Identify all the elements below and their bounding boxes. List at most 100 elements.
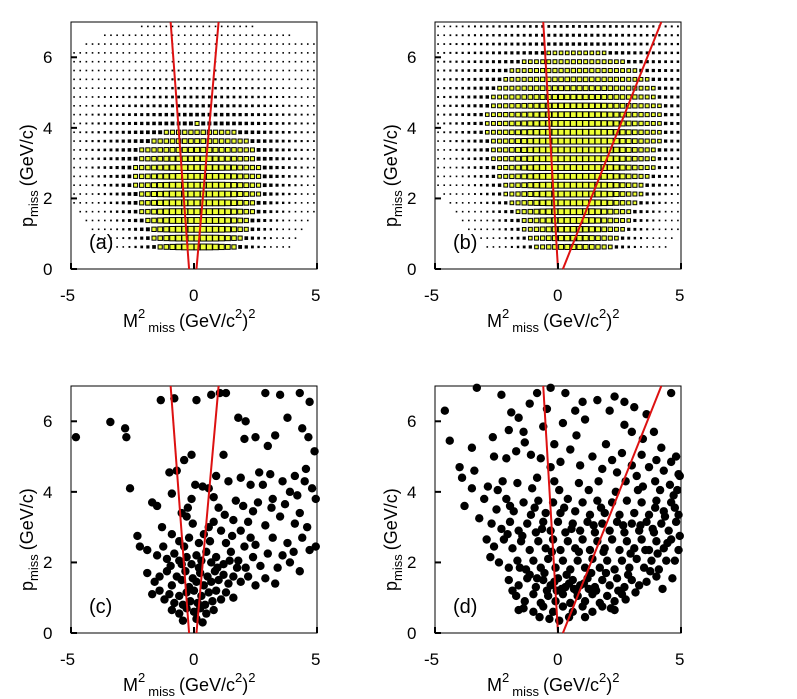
panel-a-bin [190, 60, 192, 63]
panel-a-bin [159, 34, 161, 37]
panel-a-bin [306, 193, 309, 195]
panel-a-bin [212, 172, 219, 180]
panel-a-bin [157, 138, 163, 144]
panel-a-bin [251, 25, 254, 28]
panel-c-point [155, 586, 164, 595]
panel-a-bin [153, 69, 155, 72]
panel-a-bin [121, 113, 125, 116]
panel-d-point [652, 572, 661, 581]
panel-d-point [585, 510, 595, 519]
panel-a-bin [183, 43, 186, 45]
panel-b-bin [650, 147, 656, 153]
panel-d-point [671, 452, 681, 461]
panel-b-bin [650, 94, 656, 100]
panel-b-bin [468, 210, 470, 213]
panel-c-point [209, 517, 218, 527]
panel-a-bin [187, 208, 195, 216]
panel-b-bin [658, 192, 661, 196]
panel-d-point [566, 598, 575, 608]
panel-b-bin [638, 138, 644, 144]
panel-b-bin [658, 60, 661, 64]
panel-b-bin [497, 138, 503, 144]
panel-d-point [497, 390, 506, 400]
panel-b-bin [652, 219, 655, 222]
panel-a-bin [214, 25, 217, 28]
panel-a-bin [237, 182, 244, 189]
panel-d-point [440, 406, 450, 415]
panel-a-bin [165, 86, 168, 90]
panel-b-bin [497, 85, 502, 91]
panel-b-bin [455, 193, 458, 195]
panel-b-bin [563, 137, 571, 145]
panel-a-bin [165, 25, 168, 28]
panel-b-bin [639, 228, 643, 231]
panel-b-bin [467, 77, 471, 81]
panel-a-bin [193, 217, 201, 224]
panel-a-bin [183, 60, 186, 63]
panel-b-bin [509, 129, 515, 136]
panel-b-bin [558, 93, 565, 101]
panel-a-bin [121, 165, 125, 170]
panel-a-bin [147, 52, 149, 54]
panel-a-bin [104, 228, 106, 231]
panel-b-bin [595, 67, 601, 74]
panel-a-bin [169, 181, 176, 189]
panel-c-xtick-neg5: -5 [60, 650, 75, 669]
panel-a-bin [97, 193, 100, 195]
panel-b-bin [607, 120, 614, 127]
panel-a-bin [164, 104, 168, 108]
panel-d-point [559, 503, 569, 512]
panel-b-bin [461, 86, 464, 90]
panel-a-xtick-5: 5 [311, 286, 320, 305]
panel-c-point [270, 579, 280, 588]
panel-d-point [514, 581, 523, 590]
panel-a-bin [281, 148, 285, 152]
panel-a-bin [294, 104, 297, 107]
panel-d-point [588, 452, 597, 461]
panel-b-bin [527, 85, 534, 91]
panel-a-bin [121, 148, 125, 152]
panel-d-point [534, 537, 543, 546]
panel-a-bin [85, 210, 88, 213]
panel-c-point [179, 455, 189, 465]
panel-b-bin [652, 237, 655, 239]
panel-b-bin [515, 120, 521, 127]
panel-b-bin [620, 236, 625, 240]
panel-a-bin [159, 78, 162, 81]
panel-b-label: (b) [453, 232, 477, 254]
panel-d-point [574, 547, 584, 557]
panel-d-point [588, 607, 597, 617]
panel-b-bin [676, 121, 680, 125]
panel-d-point [575, 526, 585, 535]
panel-b-bin [576, 243, 583, 250]
panel-b-bin [497, 156, 503, 162]
panel-a-bin [122, 228, 125, 231]
panel-a-bin [239, 52, 241, 54]
panel-a-bin [294, 184, 297, 187]
panel-b-bin [638, 173, 644, 179]
panel-a-bin [127, 121, 131, 125]
panel-a-bin [257, 69, 260, 72]
panel-a-bin [187, 234, 195, 242]
panel-c-point [267, 503, 276, 512]
panel-b-bin [473, 60, 477, 63]
panel-b-bin [461, 43, 464, 46]
panel-b-bin [645, 33, 649, 37]
panel-a-bin [200, 129, 206, 135]
panel-b-bin [576, 85, 583, 92]
panel-b-bin [601, 102, 608, 109]
panel-b-bin [510, 245, 513, 248]
panel-b-bin [521, 111, 528, 118]
panel-a-bin [85, 140, 88, 143]
panel-b-bin [545, 190, 553, 198]
panel-b-bin [607, 199, 614, 206]
panel-c-point [165, 468, 174, 477]
panel-b-bin [449, 104, 452, 107]
panel-d-point [580, 612, 590, 622]
panel-a-bin [313, 122, 315, 125]
panel-a-bin [164, 112, 169, 117]
panel-a-bin [313, 43, 315, 45]
panel-b-bin [632, 182, 638, 188]
panel-c-point [221, 588, 231, 597]
panel-a-bin [133, 139, 138, 143]
